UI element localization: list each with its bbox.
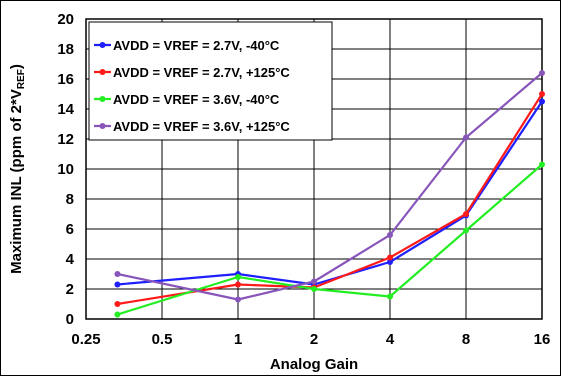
series-3 xyxy=(114,161,545,318)
data-point xyxy=(539,161,545,168)
x-tick-label: 2 xyxy=(310,331,318,348)
data-point xyxy=(463,227,469,234)
data-point xyxy=(463,134,469,141)
y-tick-label: 8 xyxy=(66,191,74,208)
data-point xyxy=(114,311,121,318)
y-tick-label: 12 xyxy=(57,131,74,148)
series-2 xyxy=(114,91,545,307)
legend-label: AVDD = VREF = 2.7V, +125°C xyxy=(113,65,290,80)
data-point xyxy=(539,91,545,97)
y-tick-label: 2 xyxy=(66,281,74,298)
legend-swatch-marker xyxy=(99,96,106,102)
y-tick-label: 14 xyxy=(57,101,74,118)
data-point xyxy=(114,271,121,277)
data-point xyxy=(387,254,393,261)
y-tick-label: 0 xyxy=(66,311,74,328)
legend-swatch-marker xyxy=(99,123,106,129)
y-tick-labels: 0 2 4 6 8 10 12 14 16 18 20 xyxy=(57,11,74,328)
data-point xyxy=(387,232,393,238)
data-point xyxy=(387,293,393,300)
y-axis-label-end: ) xyxy=(8,64,25,69)
series-line xyxy=(117,93,543,306)
legend-swatch-marker xyxy=(99,42,106,48)
x-tick-label: 4 xyxy=(386,331,395,348)
y-tick-label: 20 xyxy=(57,11,74,28)
y-tick-label: 16 xyxy=(57,71,74,88)
legend-swatch-marker xyxy=(99,69,106,75)
x-tick-labels: 0.25 0.5 1 2 4 8 16 xyxy=(71,331,550,348)
data-point xyxy=(539,98,545,105)
data-point xyxy=(387,259,393,265)
x-tick-label: 0.5 xyxy=(152,331,173,348)
series-line xyxy=(117,163,543,316)
y-axis-label: Maximum INL (ppm of 2*VREF) xyxy=(8,64,27,274)
legend-box xyxy=(88,21,333,141)
y-axis-label-main: Maximum INL (ppm of 2*V xyxy=(8,89,25,274)
data-point xyxy=(114,281,121,288)
y-tick-label: 10 xyxy=(57,161,74,178)
legend: AVDD = VREF = 2.7V, -40°C AVDD = VREF = 2… xyxy=(88,21,333,141)
data-point xyxy=(311,278,317,285)
data-point xyxy=(311,286,317,292)
x-tick-label: 0.25 xyxy=(71,331,100,348)
plot-area xyxy=(85,18,543,320)
x-tick-label: 8 xyxy=(462,331,470,348)
legend-label: AVDD = VREF = 2.7V, -40°C xyxy=(113,38,280,53)
y-tick-label: 18 xyxy=(57,41,74,58)
series-4 xyxy=(114,70,545,303)
y-tick-label: 6 xyxy=(66,221,74,238)
data-point xyxy=(539,70,545,76)
data-point xyxy=(235,281,241,288)
data-point xyxy=(114,301,121,307)
data-point xyxy=(463,211,469,217)
legend-label: AVDD = VREF = 3.6V, -40°C xyxy=(113,92,280,107)
x-axis-label: Analog Gain xyxy=(270,356,358,373)
data-point xyxy=(235,274,241,280)
y-axis-label-subscript: REF xyxy=(16,69,27,89)
x-tick-label: 16 xyxy=(534,331,551,348)
series-line xyxy=(117,72,543,301)
x-tick-label: 1 xyxy=(234,331,242,348)
legend-label: AVDD = VREF = 3.6V, +125°C xyxy=(113,119,290,134)
y-tick-label: 4 xyxy=(66,251,75,268)
series-layer xyxy=(114,70,545,318)
data-point xyxy=(235,296,241,303)
